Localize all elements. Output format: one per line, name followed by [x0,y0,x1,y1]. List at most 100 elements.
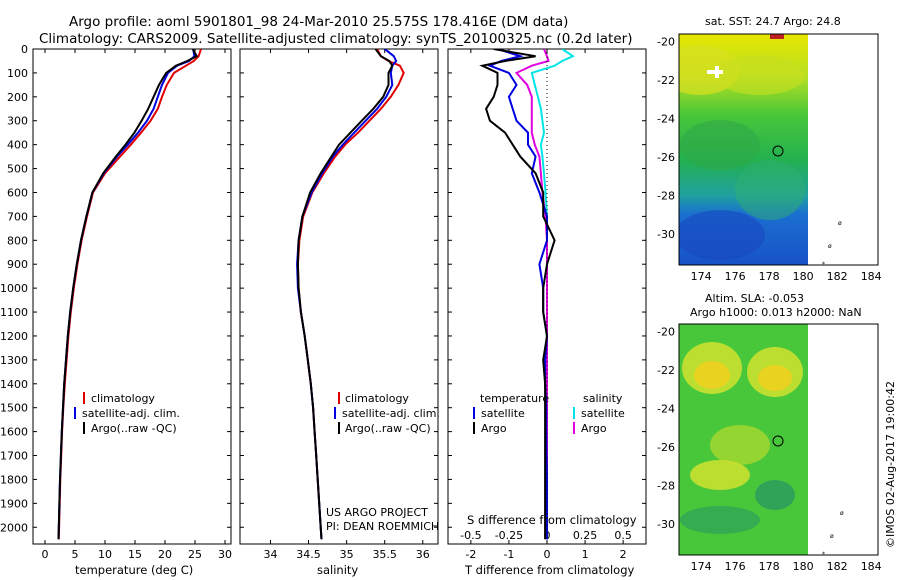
map-y-tick-label: -20 [657,326,675,339]
x-tick-label: 15 [128,548,142,561]
series-line-argo [479,49,556,540]
legend-label-satellite: satellite-adj. clim. [342,407,440,420]
difference-xlabel: T difference from climatology [464,563,635,577]
legend-label-temp-satellite: satellite [481,407,525,420]
difference-series [479,49,575,544]
map-x-tick-label: 182 [827,270,848,283]
x-tick-label: 30 [218,548,232,561]
depth-tick-label: 2000 [0,521,28,534]
x-tick-label: 34 [263,548,277,561]
sst-cold-patch [679,210,765,260]
sla-high-patch [758,365,792,391]
sst-land-area [808,34,878,265]
series-line-satellite [487,49,549,540]
header-line2: Climatology: CARS2009. Satellite-adjuste… [39,31,632,47]
depth-tick-label: 1300 [0,354,28,367]
sla-low-patch [680,506,760,534]
depth-tick-label: 200 [7,91,28,104]
map-y-tick-label: -30 [657,228,675,241]
map-y-tick-label: -26 [657,151,675,164]
legend-label-climatology: climatology [345,392,409,405]
x-tick-label: 10 [98,548,112,561]
sla-map-subtitle: Argo h1000: 0.013 h2000: NaN [690,306,862,319]
x-tick-label: 35 [340,548,354,561]
x-tick-label: 0 [544,548,551,561]
map-x-tick-label: 184 [861,270,882,283]
map-y-tick-label: -28 [657,480,675,493]
depth-tick-label: 400 [7,139,28,152]
sla-map [679,324,808,555]
sla-float-marker [772,435,784,447]
legend-label-argo: Argo(..raw -QC) [91,422,177,435]
x-tick-label: -1 [503,548,514,561]
legend-label-argo: Argo(..raw -QC) [345,422,431,435]
map-x-tick-label: 178 [759,560,780,573]
imos-timestamp: ©IMOS 02-Aug-2017 19:00:42 [884,381,897,548]
depth-tick-label: 0 [21,43,28,56]
sst-hot-spot [770,34,784,39]
x-tick-label: 36 [416,548,430,561]
sst-float-marker [772,145,784,157]
depth-tick-label: 800 [7,234,28,247]
map-x-tick-label: 184 [861,560,882,573]
header-line1: Argo profile: aoml 5901801_98 24-Mar-201… [69,14,568,30]
map-y-tick-label: -20 [657,36,675,49]
series-line-satellite-adj-clim- [57,49,196,540]
depth-tick-label: 1100 [0,306,28,319]
temperature-plot-frame [32,48,232,545]
depth-tick-label: 1900 [0,497,28,510]
sst-island: ø [838,220,842,227]
map-x-tick-label: 178 [759,270,780,283]
sla-map-frame [678,323,879,556]
sst-map-frame [678,33,879,266]
sst-warm-patch [715,55,805,95]
difference-top-xlabel: S difference from climatology [467,513,637,527]
sla-low-patch [755,480,795,510]
sla-high-patch [710,425,770,465]
sla-map-title: Altim. SLA: -0.053 [705,292,804,305]
map-x-tick-label: 174 [691,560,712,573]
sst-island: ø [828,243,832,250]
depth-tick-label: 1700 [0,450,28,463]
map-y-tick-label: -28 [657,190,675,203]
sla-land-area [808,324,878,555]
legend-label-climatology: climatology [91,392,155,405]
legend-title-temperature: temperature [480,392,549,405]
series-line-climatology [57,49,202,540]
x-tick-label: 1 [582,548,589,561]
depth-tick-label: 1200 [0,330,28,343]
series-line-argo-raw-qc- [57,49,199,540]
depth-tick-label: 1000 [0,282,28,295]
depth-tick-label: 900 [7,258,28,271]
project-line2: PI: DEAN ROEMMICH [326,520,439,533]
salinity-legend: climatology satellite-adj. clim. Argo(..… [334,392,440,435]
x-tick-label: 2 [620,548,627,561]
temperature-xlabel: temperature (deg C) [75,563,193,577]
map-y-tick-label: -24 [657,403,675,416]
salinity-xlabel: salinity [317,563,358,577]
sst-map [679,34,808,265]
map-y-tick-label: -22 [657,364,675,377]
sla-high-patch [690,460,750,490]
temperature-series [57,49,202,540]
x-tick-label: -2 [465,548,476,561]
map-x-tick-label: 176 [725,560,746,573]
temperature-legend: climatology satellite-adj. clim. Argo(..… [74,392,180,435]
depth-tick-label: 700 [7,210,28,223]
sst-map-title: sat. SST: 24.7 Argo: 24.8 [705,15,841,28]
series-line-climatology [296,49,405,540]
map-x-tick-label: 182 [827,560,848,573]
series-line-satellite-adj-clim- [296,49,398,540]
sla-island: ø [840,510,844,517]
legend-label-satellite: satellite-adj. clim. [82,407,180,420]
depth-tick-label: 1500 [0,402,28,415]
depth-tick-label: 100 [7,67,28,80]
map-y-tick-label: -22 [657,74,675,87]
top-x-tick-label: 0.25 [573,529,598,542]
depth-tick-label: 600 [7,186,28,199]
map-y-tick-label: -26 [657,441,675,454]
salinity-plot-frame [239,48,439,545]
difference-legend: temperature satellite Argo salinity sate… [473,392,625,435]
map-x-tick-label: 176 [725,270,746,283]
